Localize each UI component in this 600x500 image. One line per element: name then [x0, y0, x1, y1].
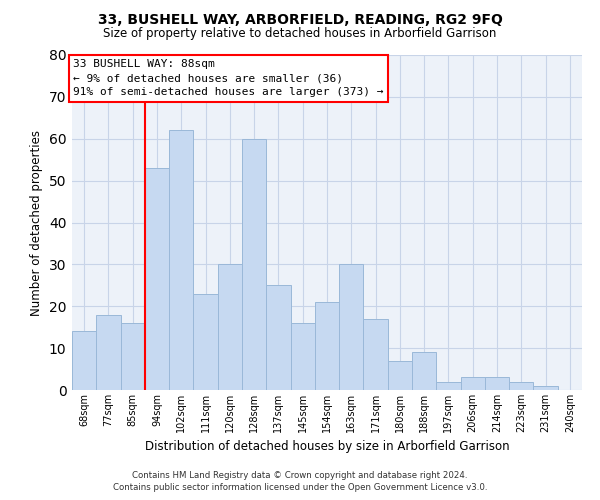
- Bar: [121, 323, 145, 390]
- Bar: [339, 264, 364, 390]
- Bar: [145, 168, 169, 390]
- Bar: [72, 332, 96, 390]
- Text: Contains HM Land Registry data © Crown copyright and database right 2024.
Contai: Contains HM Land Registry data © Crown c…: [113, 471, 487, 492]
- Bar: [266, 286, 290, 390]
- Bar: [509, 382, 533, 390]
- Bar: [242, 138, 266, 390]
- Text: 33, BUSHELL WAY, ARBORFIELD, READING, RG2 9FQ: 33, BUSHELL WAY, ARBORFIELD, READING, RG…: [98, 12, 502, 26]
- Bar: [364, 319, 388, 390]
- Bar: [96, 314, 121, 390]
- Text: 33 BUSHELL WAY: 88sqm
← 9% of detached houses are smaller (36)
91% of semi-detac: 33 BUSHELL WAY: 88sqm ← 9% of detached h…: [73, 59, 384, 97]
- Text: Size of property relative to detached houses in Arborfield Garrison: Size of property relative to detached ho…: [103, 28, 497, 40]
- Bar: [218, 264, 242, 390]
- Bar: [169, 130, 193, 390]
- Bar: [290, 323, 315, 390]
- Bar: [485, 378, 509, 390]
- Bar: [412, 352, 436, 390]
- Bar: [436, 382, 461, 390]
- Bar: [193, 294, 218, 390]
- X-axis label: Distribution of detached houses by size in Arborfield Garrison: Distribution of detached houses by size …: [145, 440, 509, 454]
- Bar: [533, 386, 558, 390]
- Bar: [461, 378, 485, 390]
- Bar: [388, 360, 412, 390]
- Bar: [315, 302, 339, 390]
- Y-axis label: Number of detached properties: Number of detached properties: [30, 130, 43, 316]
